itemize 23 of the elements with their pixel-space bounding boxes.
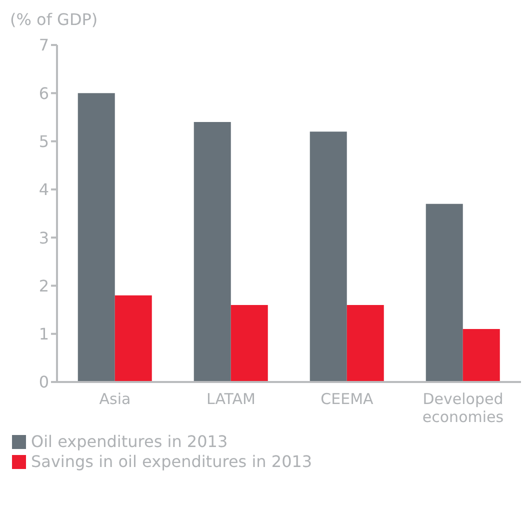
y-tick-label: 1: [38, 324, 49, 344]
y-tick-label: 3: [38, 228, 49, 248]
x-tick-label: LATAM: [206, 390, 256, 408]
legend-label: Savings in oil expenditures in 2013: [31, 452, 312, 472]
legend-label: Oil expenditures in 2013: [31, 432, 228, 452]
bar: [346, 304, 384, 382]
x-tick-label: CEEMA: [320, 390, 374, 408]
y-tick-label: 2: [38, 276, 49, 296]
bar: [194, 122, 231, 382]
y-axis-title: (% of GDP): [10, 10, 98, 29]
bar: [426, 204, 463, 382]
bar: [310, 132, 347, 382]
y-tick-label: 0: [38, 372, 49, 392]
y-tick-label: 6: [38, 84, 49, 103]
bar: [78, 93, 115, 382]
y-tick-label: 4: [38, 180, 49, 200]
bar: [462, 329, 500, 382]
bar: [114, 295, 152, 382]
x-tick-label: Asia: [99, 390, 131, 408]
x-tick-label: Developed economies: [422, 390, 504, 426]
y-tick-label: 5: [38, 132, 49, 151]
bar: [230, 304, 268, 382]
y-tick-label: 7: [38, 36, 49, 55]
